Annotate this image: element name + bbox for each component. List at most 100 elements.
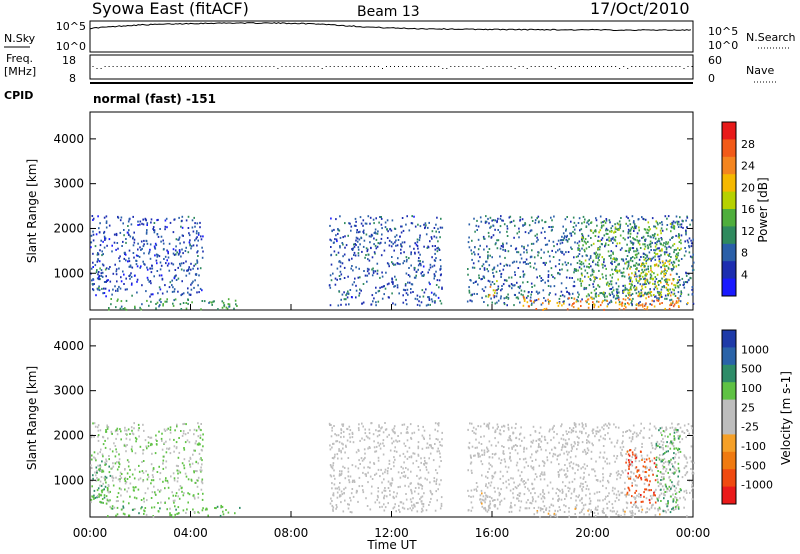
heatmap-cell [140,507,142,510]
heatmap-cell [473,266,476,269]
heatmap-cell [472,282,475,284]
heatmap-cell [188,272,191,275]
heatmap-cell [335,504,338,506]
heatmap-cell [381,275,384,278]
heatmap-cell [187,287,189,290]
heatmap-cell [153,485,155,488]
heatmap-cell [329,304,332,307]
heatmap-cell [536,510,539,512]
heatmap-cell [574,455,577,458]
heatmap-cell [679,283,681,286]
heatmap-cell [662,441,665,444]
heatmap-cell [102,455,104,458]
heatmap-cell [150,293,153,296]
heatmap-cell [617,470,620,473]
heatmap-cell [553,245,555,248]
heatmap-cell [104,439,106,442]
heatmap-cell [95,271,98,274]
heatmap-cell [576,448,578,451]
heatmap-cell [665,248,668,251]
heatmap-cell [684,240,686,243]
heatmap-cell [658,249,661,252]
heatmap-cell [510,244,512,247]
heatmap-cell [516,445,518,447]
heatmap-cell [394,446,396,449]
heatmap-cell [510,459,512,462]
heatmap-cell [550,267,553,270]
heatmap-cell [562,490,564,493]
heatmap-cell [373,232,376,234]
heatmap-cell [192,267,194,270]
heatmap-cell [92,474,94,477]
heatmap-cell [552,436,555,439]
heatmap-cell [434,274,436,277]
heatmap-cell [363,229,365,232]
heatmap-cell [624,302,626,305]
heatmap-cell [575,499,577,502]
heatmap-cell [363,466,365,469]
heatmap-cell [561,239,563,241]
heatmap-cell [201,300,204,302]
heatmap-cell [573,269,576,272]
heatmap-cell [634,502,636,505]
heatmap-cell [166,428,168,431]
heatmap-cell [690,460,693,463]
heatmap-cell [376,245,379,248]
heatmap-cell [501,219,503,222]
heatmap-cell [629,475,632,478]
heatmap-cell [109,499,111,502]
heatmap-cell [541,219,543,222]
heatmap-cell [99,484,101,487]
heatmap-cell [425,509,428,512]
heatmap-cell [137,255,139,257]
heatmap-cell [638,243,641,246]
heatmap-cell [348,425,351,428]
heatmap-cell [413,276,416,279]
heatmap-cell [633,223,636,226]
colorbar-tick-label: 4 [741,268,748,281]
heatmap-cell [104,461,106,464]
heatmap-cell [332,508,334,511]
heatmap-cell [351,248,353,250]
heatmap-cell [120,216,123,219]
heatmap-cell [665,243,667,246]
heatmap-cell [166,249,168,252]
heatmap-cell [396,492,398,495]
heatmap-cell [559,469,561,472]
heatmap-cell [97,429,100,432]
heatmap-cell [545,507,548,510]
heatmap-cell [684,247,686,249]
heatmap-cell [625,306,627,309]
heatmap-cell [156,233,159,235]
heatmap-cell [186,508,188,511]
heatmap-cell [611,268,613,271]
heatmap-cell [130,272,132,275]
heatmap-cell [183,458,186,461]
heatmap-cell [381,426,383,429]
heatmap-cell [500,245,503,247]
heatmap-cell [414,490,416,493]
heatmap-cell [434,301,436,304]
heatmap-cell [542,473,544,476]
heatmap-cell [418,239,421,242]
heatmap-cell [635,432,638,435]
heatmap-cell [659,513,661,516]
heatmap-cell [616,292,619,295]
heatmap-cell [132,433,135,436]
heatmap-cell [172,252,175,255]
heatmap-cell [169,221,172,224]
heatmap-cell [158,465,160,468]
heatmap-cell [688,432,690,435]
nave-label: Nave [746,64,774,77]
heatmap-cell [486,423,489,426]
heatmap-cell [483,275,485,278]
heatmap-cell [677,291,680,294]
heatmap-cell [518,227,520,230]
heatmap-cell [585,494,587,497]
heatmap-cell [689,491,691,494]
heatmap-cell [500,289,502,292]
heatmap-cell [655,488,657,491]
heatmap-cell [596,509,598,511]
heatmap-cell [387,230,389,233]
heatmap-cell [529,501,531,504]
